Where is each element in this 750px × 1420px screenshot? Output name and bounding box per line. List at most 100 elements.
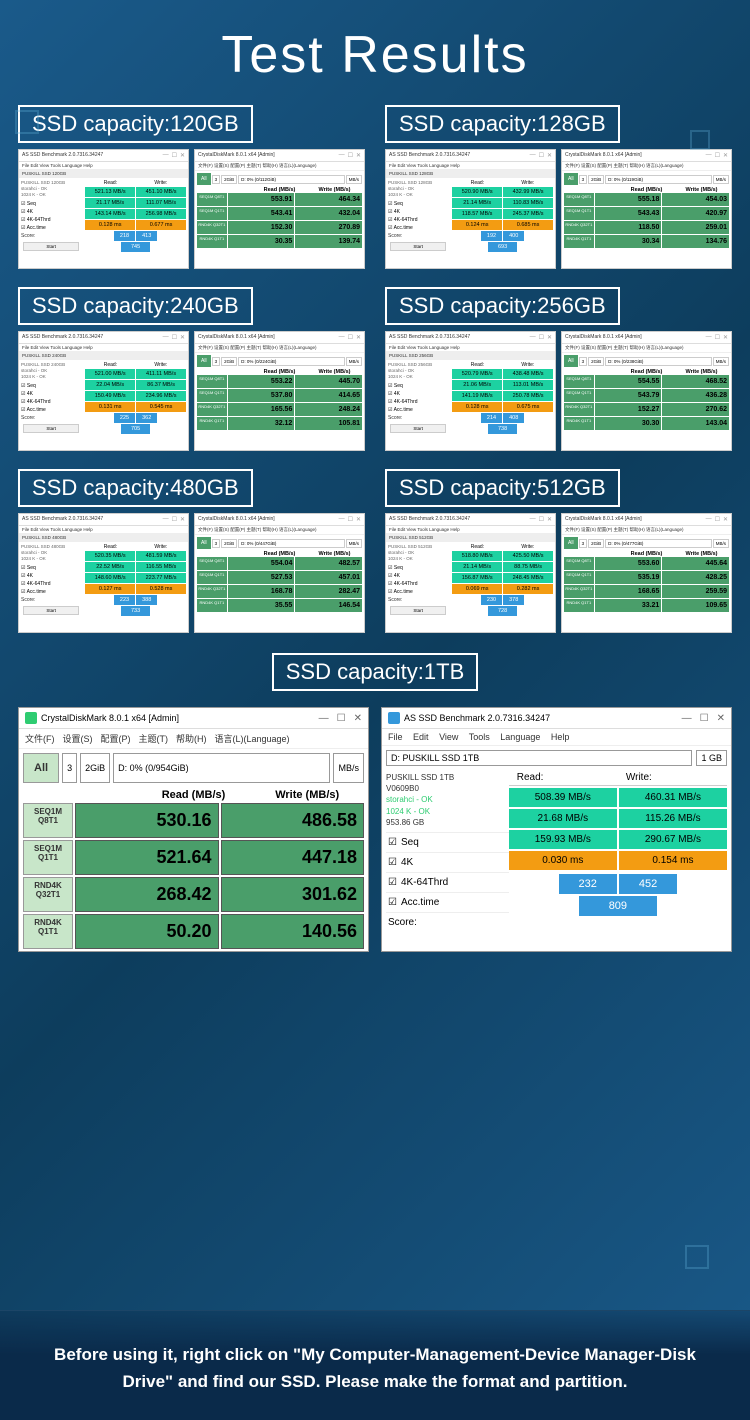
read-value: 21.68 MB/s: [509, 809, 617, 828]
page-title: Test Results: [0, 0, 750, 105]
unit-select[interactable]: MB/s: [333, 753, 364, 783]
footer-text: Before using it, right click on "My Comp…: [0, 1311, 750, 1395]
deco-square: [690, 130, 710, 150]
menu-item[interactable]: 语言(L)(Language): [215, 734, 290, 744]
asssd-mini-window: AS SSD Benchmark 2.0.7316.34247—☐✕ File …: [385, 331, 556, 451]
menu-bar[interactable]: 文件(F) 设置(S) 配置(P) 主题(T) 帮助(H) 语言(L)(Language): [19, 729, 368, 749]
asssd-window-1tb: AS SSD Benchmark 2.0.7316.34247 — ☐ ✕ Fi…: [381, 707, 732, 952]
score-write: 452: [619, 874, 677, 894]
write-header: Write (MB/s): [250, 787, 364, 803]
cdm-window-1tb: CrystalDiskMark 8.0.1 x64 [Admin] — ☐ ✕ …: [18, 707, 369, 952]
cdm-mini-window: CrystalDiskMark 8.0.1 x64 [Admin]—☐✕ 文件(…: [561, 149, 732, 269]
footer-band: Before using it, right click on "My Comp…: [0, 1310, 750, 1420]
cdm-row: SEQ1MQ8T1 530.16 486.58: [19, 803, 368, 840]
write-value: 290.67 MB/s: [619, 830, 727, 849]
capacity-label-1tb: SSD capacity:1TB: [272, 653, 479, 691]
test-checkbox-row[interactable]: ☑4K-64Thrd: [386, 872, 509, 892]
write-header: Write:: [618, 772, 727, 783]
asssd-icon: [388, 712, 400, 724]
capacity-cell: SSD capacity:256GB AS SSD Benchmark 2.0.…: [385, 287, 732, 451]
capacity-label: SSD capacity:512GB: [385, 469, 620, 507]
read-header: Read:: [509, 772, 618, 783]
test-button[interactable]: RND4KQ1T1: [23, 914, 73, 949]
test-checkbox-row[interactable]: ☑Seq: [386, 832, 509, 852]
cdm-mini-window: CrystalDiskMark 8.0.1 x64 [Admin]—☐✕ 文件(…: [561, 331, 732, 451]
count-select[interactable]: 3: [62, 753, 77, 783]
result-row: 159.93 MB/s 290.67 MB/s: [509, 830, 727, 849]
read-value: 159.93 MB/s: [509, 830, 617, 849]
write-value: 115.26 MB/s: [619, 809, 727, 828]
size-select[interactable]: 2GiB: [80, 753, 110, 783]
menu-item[interactable]: File: [388, 732, 403, 742]
cdm-mini-window: CrystalDiskMark 8.0.1 x64 [Admin]—☐✕ 文件(…: [561, 513, 732, 633]
cdm-row: RND4KQ1T1 50.20 140.56: [19, 914, 368, 951]
test-button[interactable]: RND4KQ32T1: [23, 877, 73, 912]
cdm-mini-window: CrystalDiskMark 8.0.1 x64 [Admin]—☐✕ 文件(…: [194, 149, 365, 269]
score-read: 232: [559, 874, 617, 894]
asssd-mini-window: AS SSD Benchmark 2.0.7316.34247—☐✕ File …: [18, 513, 189, 633]
capacity-cell: SSD capacity:480GB AS SSD Benchmark 2.0.…: [18, 469, 365, 633]
drive-select[interactable]: D: 0% (0/954GiB): [113, 753, 330, 783]
read-value: 0.030 ms: [509, 851, 617, 870]
test-button[interactable]: SEQ1MQ1T1: [23, 840, 73, 875]
all-button[interactable]: All: [23, 753, 59, 783]
menu-item[interactable]: Help: [551, 732, 570, 742]
read-header: Read (MB/s): [137, 787, 251, 803]
menu-item[interactable]: 配置(P): [101, 734, 131, 744]
capacity-cell: SSD capacity:512GB AS SSD Benchmark 2.0.…: [385, 469, 732, 633]
menu-item[interactable]: Language: [500, 732, 540, 742]
close-icon[interactable]: ✕: [354, 713, 362, 724]
test-checkbox-row[interactable]: ☑Acc.time: [386, 892, 509, 912]
result-row: 508.39 MB/s 460.31 MB/s: [509, 788, 727, 807]
deco-square: [685, 1245, 709, 1269]
deco-square: [15, 110, 39, 134]
titlebar: CrystalDiskMark 8.0.1 x64 [Admin] — ☐ ✕: [19, 708, 368, 729]
test-checkbox-row[interactable]: ☑4K: [386, 852, 509, 872]
window-title: CrystalDiskMark 8.0.1 x64 [Admin]: [41, 713, 179, 723]
menu-item[interactable]: 设置(S): [63, 734, 93, 744]
maximize-icon[interactable]: ☐: [337, 713, 346, 724]
read-value: 530.16: [75, 803, 219, 838]
capacity-label: SSD capacity:240GB: [18, 287, 253, 325]
capacity-label: SSD capacity:128GB: [385, 105, 620, 143]
capacity-label: SSD capacity:120GB: [18, 105, 253, 143]
cdm-icon: [25, 712, 37, 724]
asssd-mini-window: AS SSD Benchmark 2.0.7316.34247—☐✕ File …: [18, 331, 189, 451]
write-value: 301.62: [221, 877, 365, 912]
cdm-row: SEQ1MQ1T1 521.64 447.18: [19, 840, 368, 877]
cdm-mini-window: CrystalDiskMark 8.0.1 x64 [Admin]—☐✕ 文件(…: [194, 513, 365, 633]
menu-item[interactable]: View: [439, 732, 458, 742]
menu-item[interactable]: Edit: [413, 732, 429, 742]
menu-bar[interactable]: File Edit View Tools Language Help: [382, 729, 731, 746]
capacity-cell: SSD capacity:128GB AS SSD Benchmark 2.0.…: [385, 105, 732, 269]
cdm-mini-window: CrystalDiskMark 8.0.1 x64 [Admin]—☐✕ 文件(…: [194, 331, 365, 451]
menu-item[interactable]: 帮助(H): [176, 734, 207, 744]
minimize-icon[interactable]: —: [682, 713, 692, 724]
maximize-icon[interactable]: ☐: [700, 713, 709, 724]
write-value: 0.154 ms: [619, 851, 727, 870]
write-value: 140.56: [221, 914, 365, 949]
close-icon[interactable]: ✕: [717, 713, 725, 724]
titlebar: AS SSD Benchmark 2.0.7316.34247 — ☐ ✕: [382, 708, 731, 729]
device-info: PUSKILL SSD 1TBV0609B0storahci - OK1024 …: [386, 772, 509, 828]
result-row: 0.030 ms 0.154 ms: [509, 851, 727, 870]
size-select[interactable]: 1 GB: [696, 750, 727, 766]
drive-select[interactable]: D: PUSKILL SSD 1TB: [386, 750, 692, 766]
window-title: AS SSD Benchmark 2.0.7316.34247: [404, 713, 550, 723]
read-value: 50.20: [75, 914, 219, 949]
score-total: 809: [579, 896, 657, 916]
cdm-row: RND4KQ32T1 268.42 301.62: [19, 877, 368, 914]
menu-item[interactable]: 主题(T): [139, 734, 169, 744]
menu-item[interactable]: 文件(F): [25, 734, 55, 744]
write-value: 460.31 MB/s: [619, 788, 727, 807]
capacity-label: SSD capacity:256GB: [385, 287, 620, 325]
test-button[interactable]: SEQ1MQ8T1: [23, 803, 73, 838]
asssd-mini-window: AS SSD Benchmark 2.0.7316.34247—☐✕ File …: [385, 149, 556, 269]
read-value: 268.42: [75, 877, 219, 912]
asssd-mini-window: AS SSD Benchmark 2.0.7316.34247—☐✕ File …: [18, 149, 189, 269]
menu-item[interactable]: Tools: [469, 732, 490, 742]
minimize-icon[interactable]: —: [319, 713, 329, 724]
tb-section: SSD capacity:1TB CrystalDiskMark 8.0.1 x…: [0, 653, 750, 952]
asssd-mini-window: AS SSD Benchmark 2.0.7316.34247—☐✕ File …: [385, 513, 556, 633]
score-label: Score:: [386, 912, 509, 932]
